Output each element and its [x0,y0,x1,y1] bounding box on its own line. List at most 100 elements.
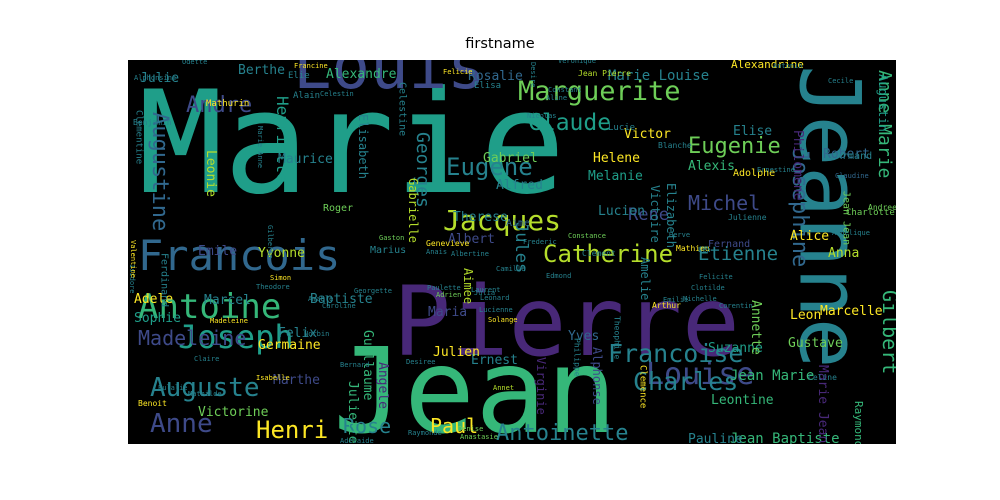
word-amable: Amable [308,295,333,303]
word-genevieve: Genevieve [426,239,470,248]
word-julien: Julien [433,345,480,360]
word-bernard: Bernard [340,361,370,369]
word-annette: Annette [748,300,763,355]
word-amelie: Amelie [638,257,652,300]
word-leonard: Leonard [480,294,510,302]
word-frederic: Frederic [523,238,557,246]
word-francine: Francine [294,62,328,70]
word-eugene: Eugene [446,153,533,181]
word-benjamin: Benjamin [133,118,172,127]
word-victorine: Victorine [198,405,269,420]
word-germaine: Germaine [258,338,321,353]
word-sophie: Sophie [134,311,181,326]
word-angele: Angele [375,362,390,409]
word-marcel: Marcel [204,293,251,308]
word-theodore: Theodore [256,283,290,291]
word-alexandre: Alexandre [326,67,397,82]
word-augustin: Augustin [876,74,890,132]
word-elise: Elise [733,124,772,139]
word-francois: Francois [138,231,340,280]
word-madeleine: Madeleine [138,326,246,350]
word-julie: Julie [140,71,179,86]
word-antoinette: Antoinette [496,421,628,444]
word-virginie: Virginie [534,357,548,415]
word-felix: Felix [278,326,317,341]
word-elizabeth: Elizabeth [664,183,678,248]
word-lea: Lea [698,246,711,254]
word-rosalie: Rosalie [468,69,523,84]
word-anne-marie: Anne Marie [874,70,895,178]
word-yvonne: Yvonne [258,246,305,261]
word-anais: Anais [426,248,447,256]
word-suzanne: Suzanne [708,341,763,356]
word-auguste: Auguste [150,373,260,403]
word-lucie: Lucie [608,123,635,133]
word-gabrielle: Gabrielle [406,178,420,243]
word-claudine: Claudine [835,172,869,180]
word-catherine: Catherine [543,240,673,268]
word-guillaume: Guillaume [360,330,375,401]
word-celestine: Celestine [397,82,408,136]
word-celestin: Celestin [320,90,354,98]
word-marguerite: Marguerite [518,76,681,107]
word-felicite: Felicite [699,273,733,281]
word-angelique: Angelique [832,229,870,237]
word-helene: Helene [593,151,640,166]
word-gabriel: Gabriel [483,151,538,166]
word-fernand: Fernand [708,239,750,250]
word-jacques: Jacques [443,204,561,237]
word-berthe: Berthe [238,63,285,78]
word-elisa: Elisa [474,81,501,91]
word-marie-jeanne: Marie Jeanne [815,365,830,444]
word-elie: Elie [288,71,310,81]
word-louis: Louis [293,60,486,104]
word-raymond: Raymond [852,401,865,444]
word-simon: Simon [270,274,291,282]
word-jean-baptiste: Jean Baptiste [730,431,840,444]
word-julia: Julia [474,289,495,297]
word-clementine: Clementine [133,110,143,164]
word-isidore: Isidore [128,264,136,294]
word-raymonde: Raymonde [408,429,442,437]
word-maurice: Maurice [278,152,333,167]
word-elisabeth: Elisabeth [356,114,370,179]
word-andree: Andree [868,203,896,212]
word-valentine: Valentine [129,240,137,278]
word-adrien: Adrien [436,291,461,299]
word-isabelle: Isabelle [256,374,290,382]
word-anne: Anne [150,409,213,439]
word-alexis: Alexis [688,159,735,174]
word-juliette: Juliette [345,381,360,444]
word-baptiste: Baptiste [310,292,373,307]
word-alexandrine: Alexandrine [731,60,804,71]
word-michel: Michel [688,191,760,215]
word-charles: Charles [633,367,738,396]
word-jean: Jean [333,322,617,444]
word-andre: Andre [186,93,252,118]
word-clement: Clement [582,249,616,258]
word-leontine: Leontine [711,393,774,408]
chart-title: firstname [465,36,535,52]
word-alphonse: Alphonse [590,347,604,405]
word-albertine: Albertine [451,250,489,258]
word-marie: Marie [138,61,565,226]
word-armand: Armand [836,151,872,162]
word-rene: Rene [628,205,669,225]
word-nicolas: Nicolas [527,112,557,120]
word-michelle: Michelle [683,295,717,303]
word-gustave: Gustave [788,336,843,351]
word-celine: Celine [808,373,837,382]
word-norbin: Norbin [304,330,329,338]
word-edouard: Edouard [446,60,488,63]
word-anna: Anna [828,246,859,261]
word-mathieu: Mathieu [676,244,710,253]
word-veronique: Veronique [558,60,596,65]
word-constant: Constant [548,86,582,94]
word-gaston: Gaston [379,234,404,242]
word-philomene: Philomene [790,130,805,201]
word-georges: Georges [412,132,433,208]
word-paulette: Paulette [427,284,461,292]
word-benoit: Benoit [138,399,167,408]
word-adelaide: Adelaide [340,437,374,444]
